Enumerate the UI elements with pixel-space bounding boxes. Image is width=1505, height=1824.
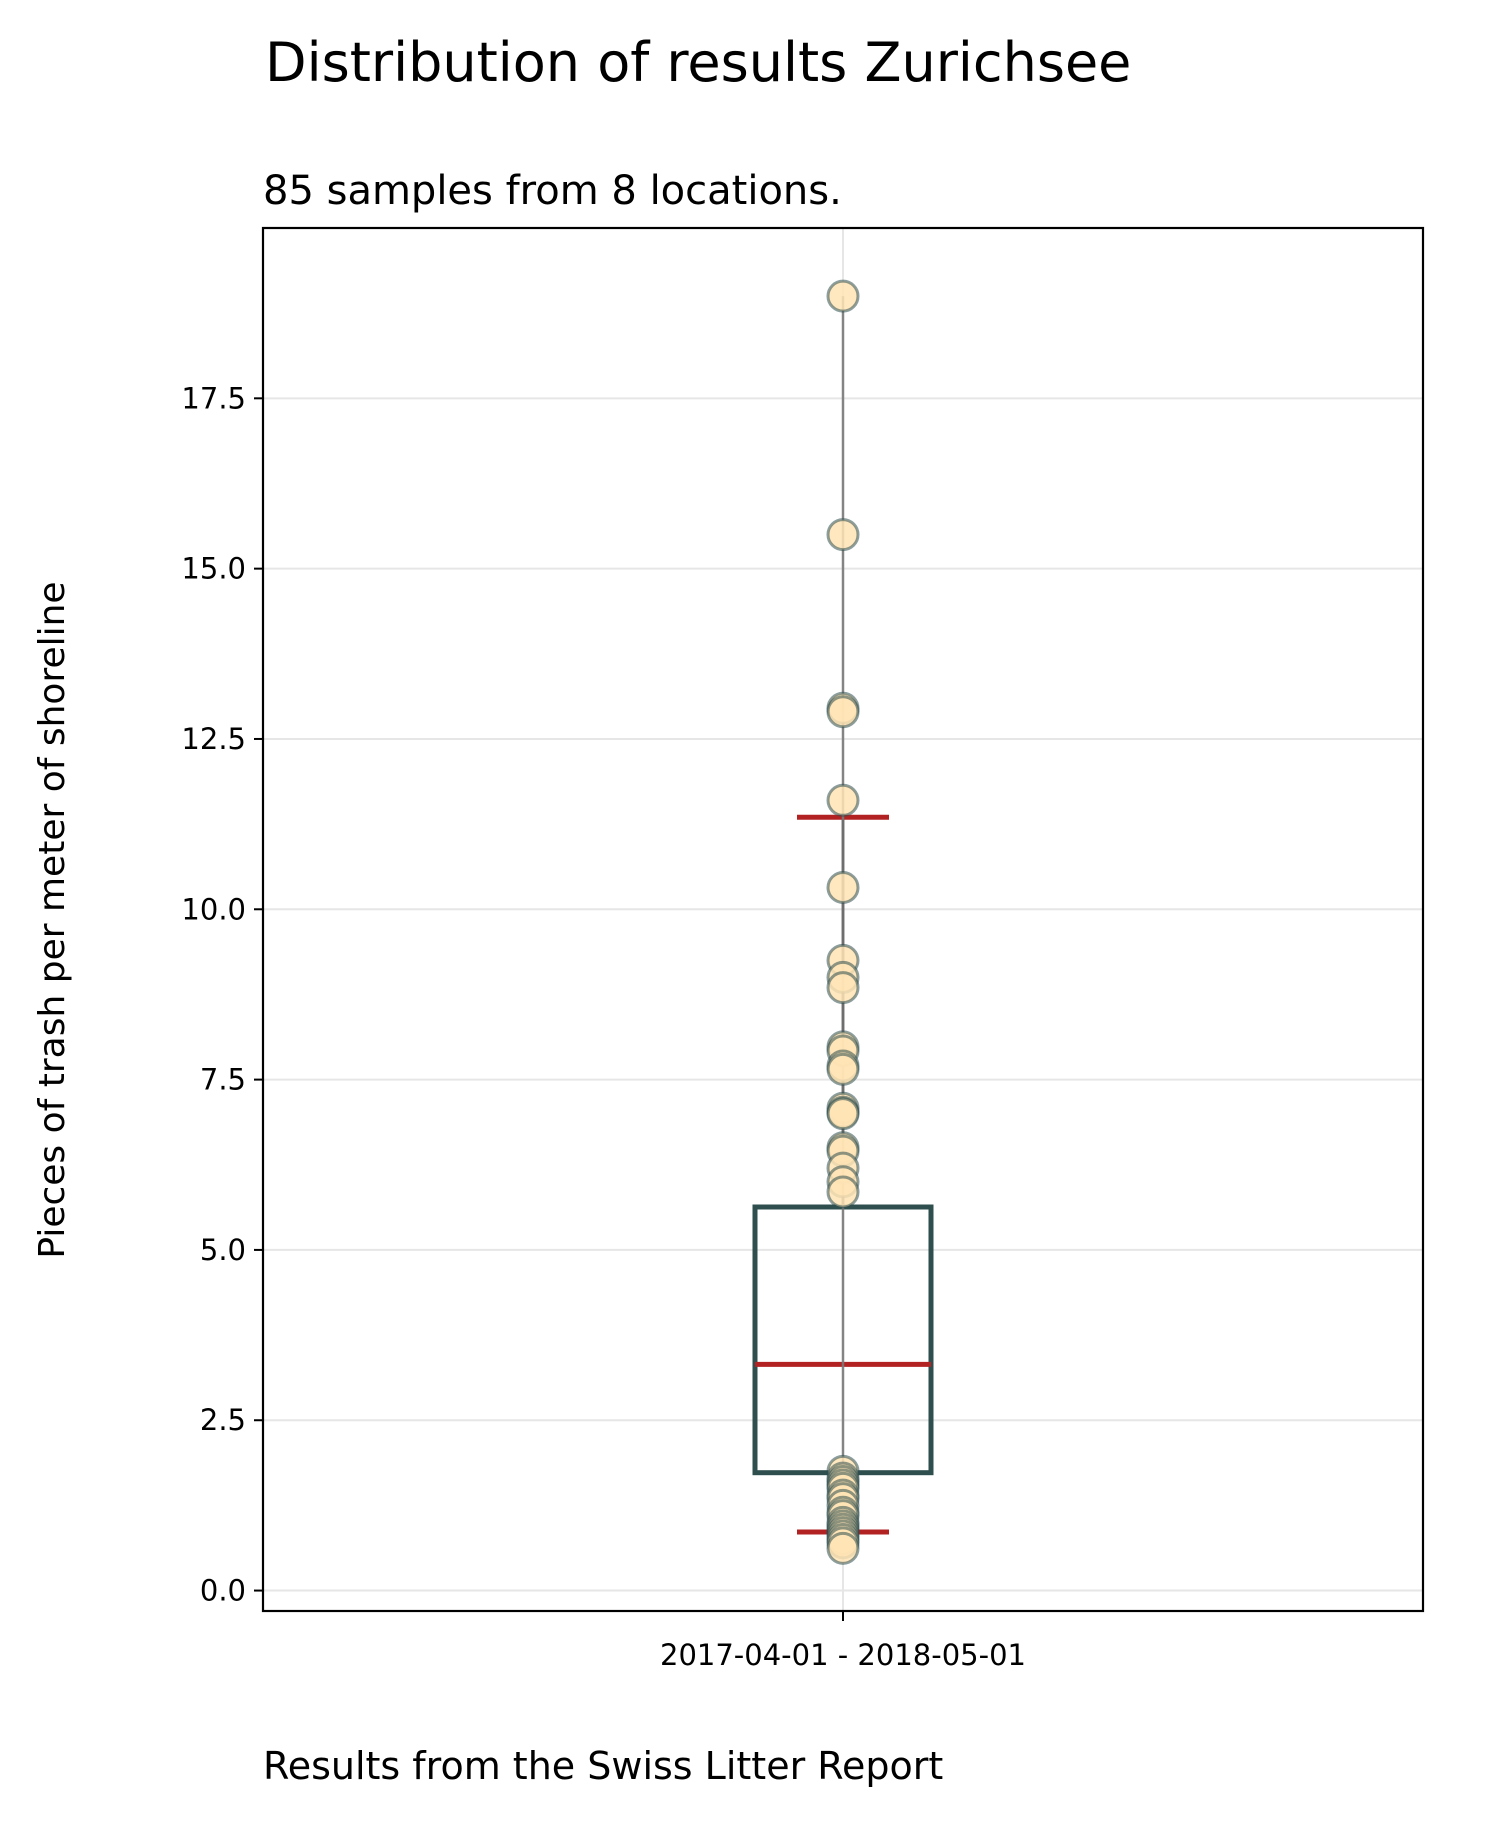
x-axis-ticks: 2017-04-01 - 2018-05-01 (660, 1611, 1026, 1672)
y-tick-label: 15.0 (181, 552, 246, 586)
data-point (826, 1531, 860, 1565)
y-axis-label: Pieces of trash per meter of shoreline (32, 581, 73, 1258)
chart-title: Distribution of results Zurichsee (265, 31, 1131, 94)
data-point (826, 518, 860, 552)
y-tick-label: 7.5 (200, 1063, 246, 1097)
data-point (826, 1052, 860, 1086)
y-axis-ticks: 0.0 2.5 5.0 7.5 10.0 12.5 15.0 17.5 (181, 381, 263, 1608)
data-point (826, 870, 860, 904)
data-point (826, 783, 860, 817)
y-tick-label: 10.0 (181, 892, 246, 926)
x-tick-label: 2017-04-01 - 2018-05-01 (660, 1638, 1026, 1672)
y-tick-label: 17.5 (181, 381, 246, 415)
data-point (826, 695, 860, 729)
box-group (752, 296, 934, 1549)
data-point (826, 1097, 860, 1131)
y-tick-label: 2.5 (200, 1403, 246, 1437)
chart-subtitle: 85 samples from 8 locations. (263, 168, 842, 214)
data-point (826, 971, 860, 1005)
y-tick-label: 12.5 (181, 722, 246, 756)
chart-caption: Results from the Swiss Litter Report (263, 1744, 943, 1788)
data-point (826, 279, 860, 313)
y-tick-label: 5.0 (200, 1233, 246, 1267)
data-points (826, 279, 860, 1565)
data-point (826, 1175, 860, 1209)
y-tick-label: 0.0 (200, 1574, 246, 1608)
